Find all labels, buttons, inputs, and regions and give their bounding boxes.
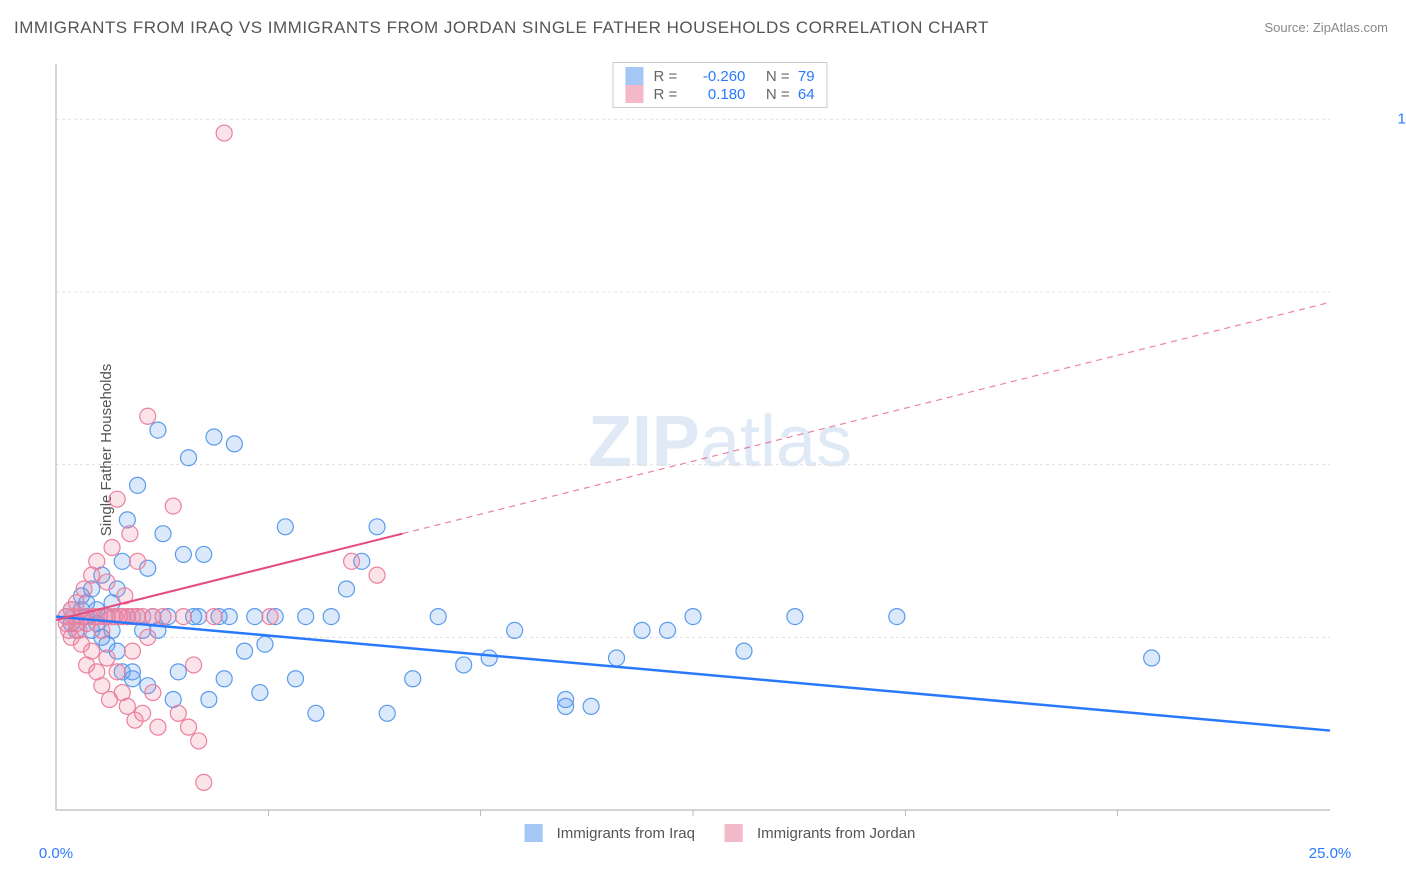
- legend-swatch-icon: [725, 824, 743, 842]
- legend-label: Immigrants from Jordan: [757, 825, 915, 842]
- scatter-plot-svg: [50, 60, 1390, 840]
- x-tick-label: 0.0%: [39, 845, 73, 862]
- legend-swatch-icon: [525, 824, 543, 842]
- series-legend: Immigrants from Iraq Immigrants from Jord…: [525, 824, 916, 842]
- legend-swatch-icon: [625, 85, 643, 103]
- legend-label: Immigrants from Iraq: [557, 825, 695, 842]
- chart-area: Single Father Households ZIPatlas R = -0…: [50, 60, 1390, 840]
- legend-swatch-icon: [625, 67, 643, 85]
- correlation-legend: R = -0.260 N = 79R = 0.180 N = 64: [612, 62, 827, 108]
- legend-stat-row: R = 0.180 N = 64: [625, 85, 814, 103]
- chart-title: IMMIGRANTS FROM IRAQ VS IMMIGRANTS FROM …: [14, 18, 989, 38]
- legend-item: Immigrants from Jordan: [725, 824, 915, 842]
- source-attribution: Source: ZipAtlas.com: [1264, 20, 1388, 35]
- y-tick-label: 10.0%: [1397, 111, 1406, 128]
- x-tick-label: 25.0%: [1309, 845, 1352, 862]
- legend-stat-row: R = -0.260 N = 79: [625, 67, 814, 85]
- legend-item: Immigrants from Iraq: [525, 824, 695, 842]
